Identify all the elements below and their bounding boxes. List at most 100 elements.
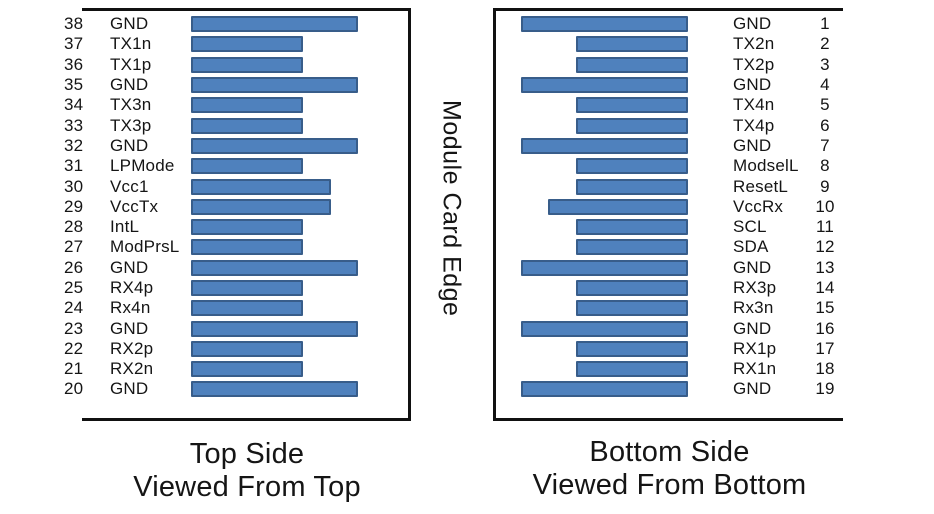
pin-number: 30: [64, 176, 84, 196]
pin-pad-bar: [191, 300, 303, 317]
caption-line: Viewed From Bottom: [532, 469, 807, 501]
pin-pad-bar: [191, 137, 358, 154]
pin-row: SDA 12: [520, 237, 860, 257]
pin-pad-bar-wrap: [520, 56, 688, 73]
pin-row: TX2p 3: [520, 55, 860, 75]
pin-row: GND 1: [520, 14, 860, 34]
pin-label: TX3p: [110, 115, 152, 135]
pin-label: SDA: [733, 237, 769, 257]
pin-number: 22: [64, 338, 84, 358]
pin-number: 23: [64, 318, 84, 338]
pin-row: ModselL 8: [520, 156, 860, 176]
top-side-caption: Top Side Viewed From Top: [82, 438, 412, 504]
pin-row: 23 GND: [64, 318, 404, 338]
pin-pad-bar-wrap: [520, 300, 688, 317]
pin-label: Rx3n: [733, 298, 774, 318]
pin-label: GND: [733, 379, 772, 399]
pin-number: 34: [64, 95, 84, 115]
pin-pad-bar: [191, 340, 303, 357]
pin-pad-bar: [576, 97, 688, 114]
pin-row: VccRx 10: [520, 197, 860, 217]
pin-label: TX4n: [733, 95, 775, 115]
pin-number: 9: [820, 176, 830, 196]
pin-row: RX3p 14: [520, 278, 860, 298]
pin-pad-bar: [521, 77, 688, 94]
pin-pad-bar-wrap: [520, 381, 688, 398]
pin-row: 37 TX1n: [64, 34, 404, 54]
pin-label: RX4p: [110, 278, 154, 297]
pin-number: 38: [64, 14, 84, 34]
pin-number: 8: [820, 156, 830, 176]
pin-row: TX4n 5: [520, 95, 860, 115]
pin-row: GND 13: [520, 258, 860, 278]
pin-row: RX1n 18: [520, 359, 860, 379]
pin-number: 5: [820, 95, 830, 115]
pin-pad-bar-wrap: [520, 158, 688, 175]
pin-label: IntL: [110, 217, 140, 237]
pin-label: GND: [733, 318, 772, 338]
pin-label: Vcc1: [110, 176, 149, 196]
module-card-edge-label: Module Card Edge: [437, 99, 466, 317]
pin-row: 28 IntL: [64, 217, 404, 237]
pin-pad-bar: [576, 117, 688, 134]
pin-row: 38 GND: [64, 14, 404, 34]
pin-row: 32 GND: [64, 136, 404, 156]
pin-pad-bar: [521, 381, 688, 398]
pin-pad-bar-wrap: [520, 280, 688, 296]
pin-number: 12: [815, 237, 835, 257]
pin-row: ResetL 9: [520, 176, 860, 196]
pin-row: GND 4: [520, 75, 860, 95]
pin-pad-bar: [191, 117, 303, 134]
pin-number: 19: [815, 379, 835, 399]
pin-pad-bar-wrap: [520, 259, 688, 276]
pin-pad-bar: [521, 320, 688, 337]
pin-number: 18: [815, 359, 835, 379]
pin-pad-bar: [191, 36, 303, 53]
pin-pad-bar: [576, 56, 688, 73]
pin-label: TX2p: [733, 54, 775, 74]
pin-row: 25 RX4p: [64, 278, 404, 298]
pin-row: 29 VccTx: [64, 197, 404, 217]
pin-number: 3: [820, 54, 830, 74]
pin-pad-bar-wrap: [520, 219, 688, 236]
pin-label: SCL: [733, 217, 767, 237]
pin-row: 26 GND: [64, 258, 404, 278]
pin-row: 22 RX2p: [64, 339, 404, 359]
pin-label: ModPrsL: [110, 237, 180, 257]
pin-label: VccRx: [733, 196, 784, 216]
pin-pad-bar: [521, 259, 688, 276]
pin-number: 1: [820, 14, 830, 34]
pin-label: RX1p: [733, 338, 777, 358]
pin-pad-bar-wrap: [520, 320, 688, 337]
pin-pad-bar: [576, 36, 688, 53]
pin-pad-bar: [191, 56, 303, 73]
pin-pad-bar-wrap: [520, 178, 688, 195]
pin-row: 34 TX3n: [64, 95, 404, 115]
pin-number: 32: [64, 135, 84, 155]
pin-label: GND: [110, 75, 149, 95]
pin-label: GND: [733, 75, 772, 95]
pin-number: 24: [64, 298, 84, 318]
pin-number: 10: [815, 196, 835, 216]
card-edge-label-wrap: Module Card Edge: [428, 18, 474, 398]
pin-number: 14: [815, 278, 835, 297]
pin-pad-bar: [191, 158, 303, 175]
pin-row: 30 Vcc1: [64, 176, 404, 196]
top-side-pin-list: 38 GND 37 TX1n 36 TX1p 35 GND 34 TX3n 33 TX3p 32 GND 3…: [64, 14, 404, 400]
pin-pad-bar: [191, 320, 358, 337]
pin-label: TX1n: [110, 34, 152, 54]
pin-row: GND 19: [520, 379, 860, 399]
pin-number: 29: [64, 196, 84, 216]
pin-row: Rx3n 15: [520, 298, 860, 318]
pin-pad-bar: [191, 239, 303, 256]
pin-label: TX1p: [110, 54, 152, 74]
pin-pad-bar-wrap: [520, 77, 688, 94]
bottom-side-pin-list: GND 1 TX2n 2 TX2p 3 GND 4 TX4n 5 TX4p 6 GND 7 ModselL 8…: [520, 14, 860, 400]
pin-number: 13: [815, 257, 835, 277]
pin-row: 31 LPMode: [64, 156, 404, 176]
pin-pad-bar: [191, 198, 331, 215]
pin-row: 36 TX1p: [64, 55, 404, 75]
pin-number: 31: [64, 156, 84, 176]
pin-label: GND: [110, 135, 149, 155]
pin-label: GND: [733, 257, 772, 277]
